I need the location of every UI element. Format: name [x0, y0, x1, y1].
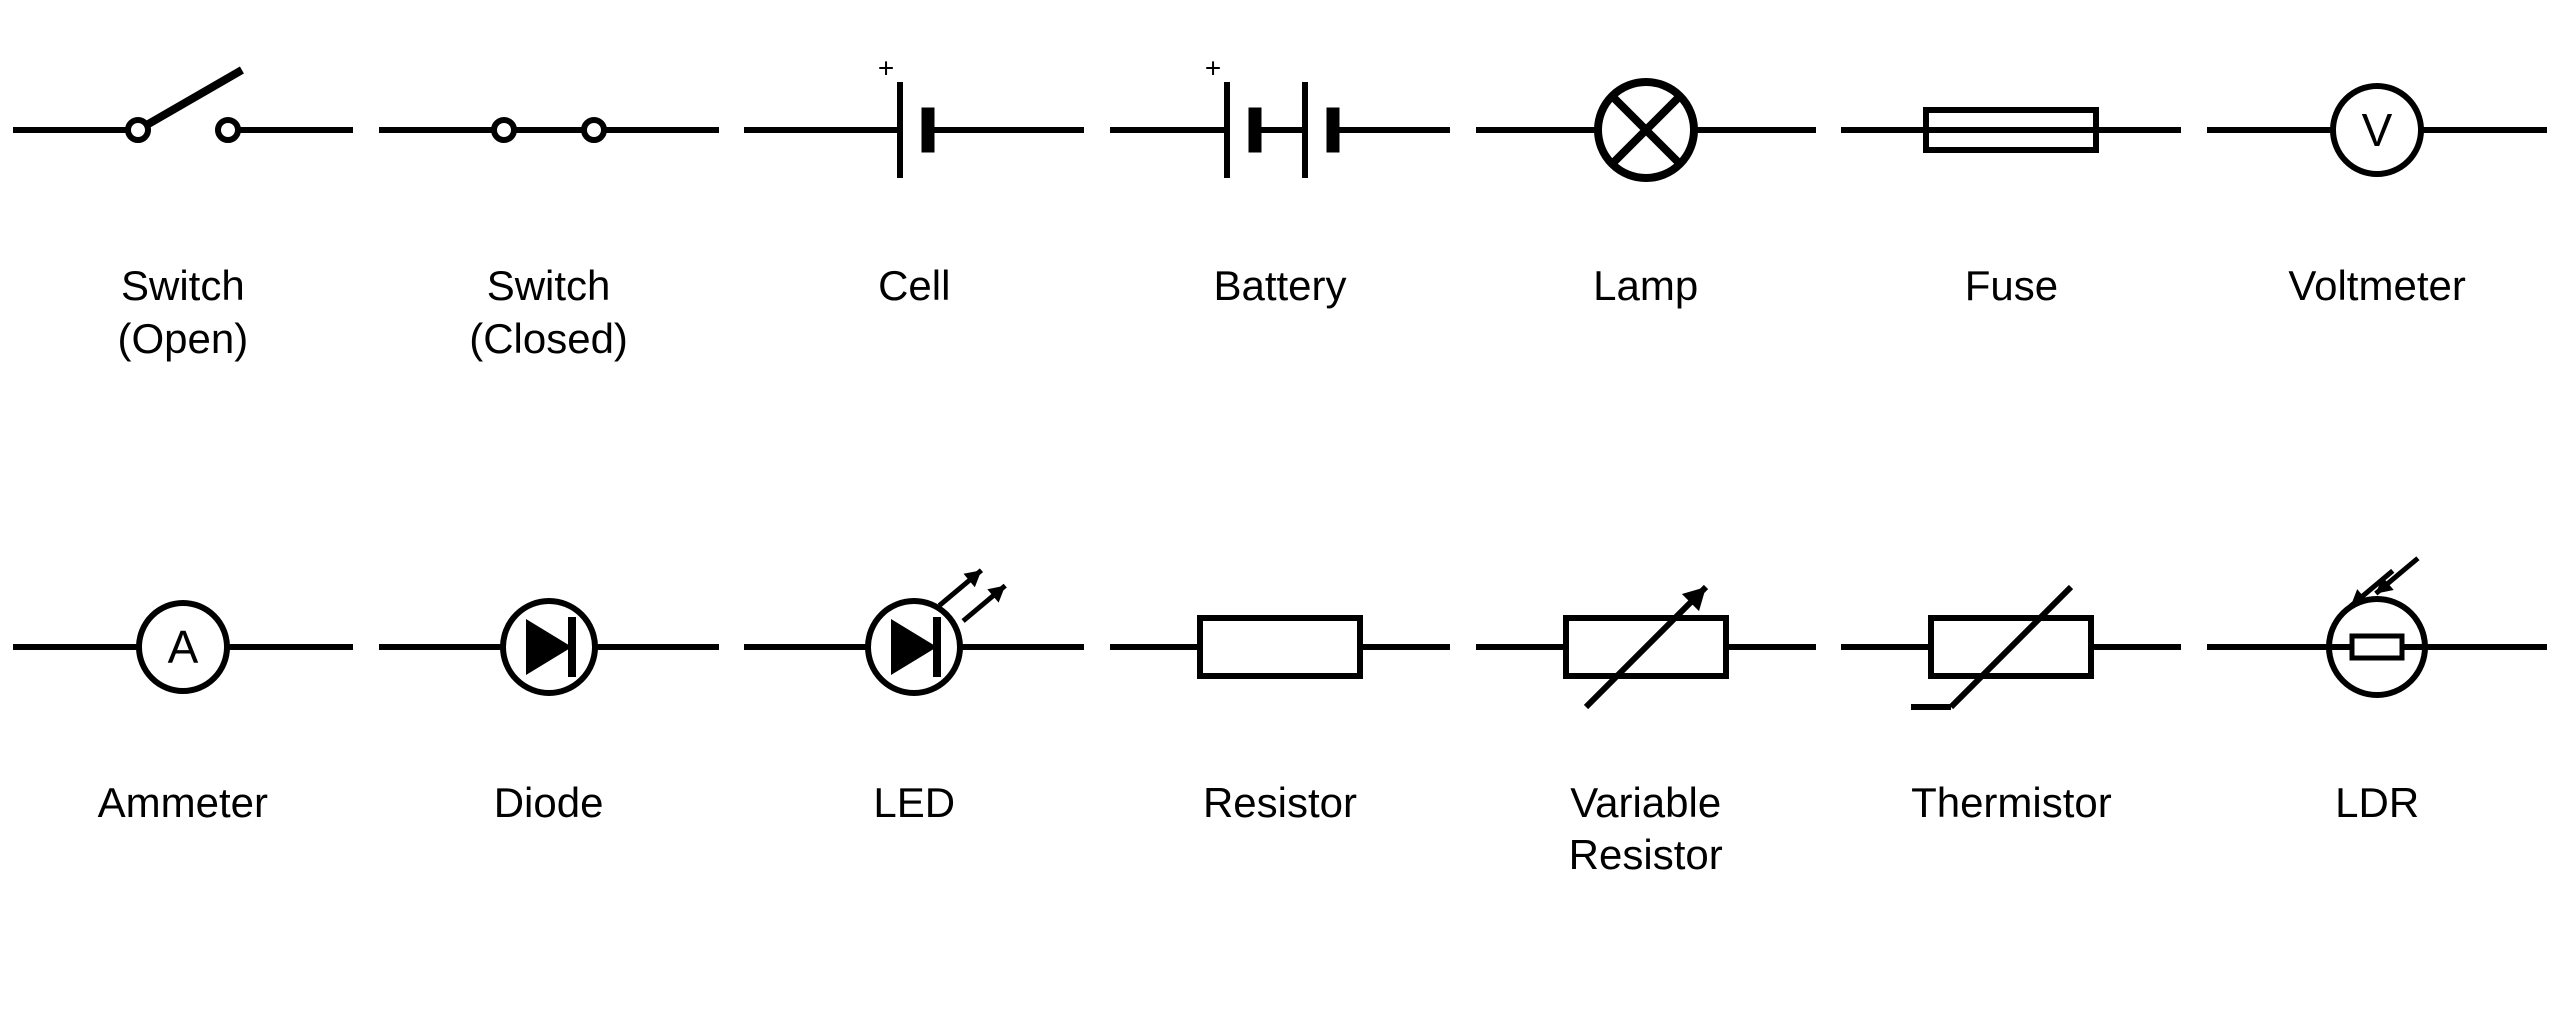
- symbol-voltmeter: V Voltmeter: [2194, 0, 2560, 517]
- symbol-graphic: [379, 517, 719, 777]
- symbol-label: Diode: [494, 777, 604, 830]
- symbol-label: Cell: [878, 260, 950, 313]
- symbol-resistor: Resistor: [1097, 517, 1463, 1033]
- symbol-graphic: [1841, 517, 2181, 777]
- symbol-label: Fuse: [1965, 260, 2058, 313]
- svg-text:V: V: [2362, 104, 2393, 156]
- symbol-label: Thermistor: [1911, 777, 2112, 830]
- symbol-switch-closed: Switch(Closed): [366, 0, 732, 517]
- symbol-graphic: [1476, 517, 1816, 777]
- svg-text:+: +: [1205, 53, 1221, 84]
- symbol-graphic: +: [744, 0, 1084, 260]
- symbol-graphic: [13, 0, 353, 260]
- symbol-battery: + Battery: [1097, 0, 1463, 517]
- symbol-switch-open: Switch(Open): [0, 0, 366, 517]
- symbol-ammeter: A Ammeter: [0, 517, 366, 1033]
- symbol-graphic: [1110, 517, 1450, 777]
- symbol-label: Switch(Open): [117, 260, 248, 365]
- symbol-label: Voltmeter: [2288, 260, 2465, 313]
- symbol-graphic: [1476, 0, 1816, 260]
- symbol-label: VariableResistor: [1569, 777, 1723, 882]
- symbol-graphic: +: [1110, 0, 1450, 260]
- symbol-thermistor: Thermistor: [1829, 517, 2195, 1033]
- symbol-label: LDR: [2335, 777, 2419, 830]
- symbol-fuse: Fuse: [1829, 0, 2195, 517]
- symbol-variable-resistor: VariableResistor: [1463, 517, 1829, 1033]
- symbol-label: Battery: [1213, 260, 1346, 313]
- symbol-label: Ammeter: [98, 777, 268, 830]
- symbol-label: LED: [873, 777, 955, 830]
- symbol-label: Lamp: [1593, 260, 1698, 313]
- symbol-graphic: [744, 517, 1084, 777]
- symbol-ldr: LDR: [2194, 517, 2560, 1033]
- symbol-graphic: A: [13, 517, 353, 777]
- symbol-cell: + Cell: [731, 0, 1097, 517]
- symbol-lamp: Lamp: [1463, 0, 1829, 517]
- symbol-label: Resistor: [1203, 777, 1357, 830]
- symbol-graphic: [2207, 517, 2547, 777]
- svg-text:+: +: [878, 53, 894, 84]
- symbol-diode: Diode: [366, 517, 732, 1033]
- symbol-led: LED: [731, 517, 1097, 1033]
- symbol-graphic: [1841, 0, 2181, 260]
- symbol-graphic: [379, 0, 719, 260]
- svg-text:A: A: [168, 621, 199, 673]
- symbol-graphic: V: [2207, 0, 2547, 260]
- symbol-label: Switch(Closed): [469, 260, 628, 365]
